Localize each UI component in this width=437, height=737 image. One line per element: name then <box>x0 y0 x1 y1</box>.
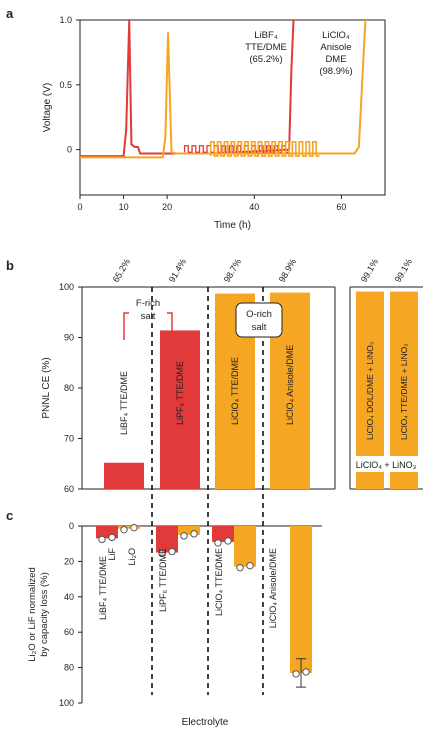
a-orange-cycles <box>209 141 320 157</box>
c-error-bar <box>296 658 306 688</box>
c-ytick-label: 80 <box>64 663 74 673</box>
o-rich-box <box>235 302 283 338</box>
c-group-label: LiPF₆ TTE/DME <box>158 548 168 612</box>
c-lif-bar-1 <box>156 526 178 553</box>
b-group-label: salt <box>252 322 267 333</box>
inset-caption: LiClO₄ + LiNO₃ <box>356 460 417 470</box>
c-lif-point <box>168 547 176 556</box>
a-ytick-label: 0 <box>67 145 72 155</box>
b-ylabel: PNNL CE (%) <box>41 357 52 418</box>
c-lif-point <box>224 537 232 545</box>
a-annotation: LiClO₄ <box>322 30 350 41</box>
inset-category-label: LiClO₄ DOL/DME + LiNO₃ <box>365 342 375 440</box>
panel-b-label: b <box>6 258 14 273</box>
inset-category-label: LiClO₄ TTE/DME + LiNO₃ <box>399 343 409 440</box>
c-li2o-point <box>190 530 198 538</box>
c-ytick-label: 40 <box>64 592 74 602</box>
c-ylabel: Li₂O or LiF normalized <box>27 567 38 662</box>
c-lif-point <box>158 549 166 558</box>
b-value-label: 98.9% <box>277 257 298 284</box>
c-li2o-bar-0 <box>118 526 140 529</box>
panel-a-label: a <box>6 6 14 21</box>
b-value-label: 91.4% <box>167 257 188 284</box>
c-ytick-label: 100 <box>59 698 74 708</box>
b-ytick-label: 60 <box>64 484 74 494</box>
c-ytick-label: 20 <box>64 556 74 566</box>
a-ytick-label: 0.5 <box>59 80 72 90</box>
c-group-label: LiClO₄ TTE/DME <box>214 548 224 616</box>
inset-value-label: 99.1% <box>393 257 414 284</box>
c-li2o-bar-2 <box>234 526 256 567</box>
a-xtick-label: 10 <box>119 202 129 212</box>
c-li2o-point <box>246 562 254 570</box>
b-value-label: 98.7% <box>222 257 243 284</box>
panel-a-frame <box>79 19 386 196</box>
c-lif-point <box>214 539 222 547</box>
c-li2o-point <box>236 564 244 572</box>
c-li2o-point <box>130 523 138 532</box>
c-li2o-bar-1 <box>178 526 200 535</box>
a-annotation: DME <box>325 54 346 65</box>
c-xlabel: Electrolyte <box>182 717 229 728</box>
inset-caption-bg <box>352 456 422 472</box>
c-li2o-point <box>180 532 188 540</box>
b-value-label: 65.2% <box>111 257 132 284</box>
a-red-cycles <box>183 145 290 153</box>
a-annotation: Anisole <box>320 42 351 53</box>
b-group-label: O-rich <box>246 309 272 320</box>
a-ylabel: Voltage (V) <box>42 83 53 132</box>
a-annotation: LiBF₄ <box>254 30 278 41</box>
c-ytick-label: 60 <box>64 627 74 637</box>
a-xtick-label: 40 <box>249 202 259 212</box>
a-annotation: TTE/DME <box>245 42 287 53</box>
a-xtick-label: 0 <box>77 202 82 212</box>
c-lif-point <box>98 535 106 544</box>
b-group-label: salt <box>141 311 156 322</box>
c-li2o-bar-3 <box>290 526 312 673</box>
c-li2o-point <box>120 525 128 534</box>
b-ytick-label: 80 <box>64 383 74 393</box>
c-sublabel: Li₂O <box>127 548 137 566</box>
b-bar-0 <box>104 462 144 489</box>
a-series-line-0 <box>80 19 295 158</box>
c-ytick-label: 0 <box>69 521 74 531</box>
b-category-label: LiClO₄ TTE/DME <box>230 357 240 425</box>
b-bar-1 <box>160 330 200 489</box>
a-ytick-label: 1.0 <box>59 15 72 25</box>
c-li2o-point <box>292 670 300 678</box>
b-ytick-label: 90 <box>64 333 74 343</box>
c-li2o-point <box>302 668 310 676</box>
a-xtick-label: 60 <box>336 202 346 212</box>
a-xtick-label: 20 <box>162 202 172 212</box>
panel-c-label: c <box>6 508 13 523</box>
c-group-label: LiBF₄ TTE/DME <box>98 556 108 620</box>
c-sublabel: LiF <box>107 548 117 561</box>
f-rich-bracket <box>123 312 173 340</box>
a-annotation: (65.2%) <box>249 54 282 65</box>
b-category-label: LiPF₆ TTE/DME <box>175 361 185 425</box>
b-category-label: LiBF₄ TTE/DME <box>119 371 129 435</box>
c-ylabel: by capacity loss (%) <box>39 572 50 656</box>
b-ytick-label: 100 <box>59 282 74 292</box>
b-ytick-label: 70 <box>64 434 74 444</box>
c-lif-point <box>108 533 116 542</box>
a-xlabel: Time (h) <box>214 220 251 231</box>
a-annotation: (98.9%) <box>319 66 352 77</box>
inset-value-label: 99.1% <box>359 257 380 284</box>
b-group-label: F-rich <box>136 298 160 309</box>
c-group-label: LiClO₄ Anisole/DME <box>268 548 278 628</box>
a-series-line-1 <box>80 19 367 159</box>
b-category-label: LiClO₄ Anisole/DME <box>285 345 295 425</box>
